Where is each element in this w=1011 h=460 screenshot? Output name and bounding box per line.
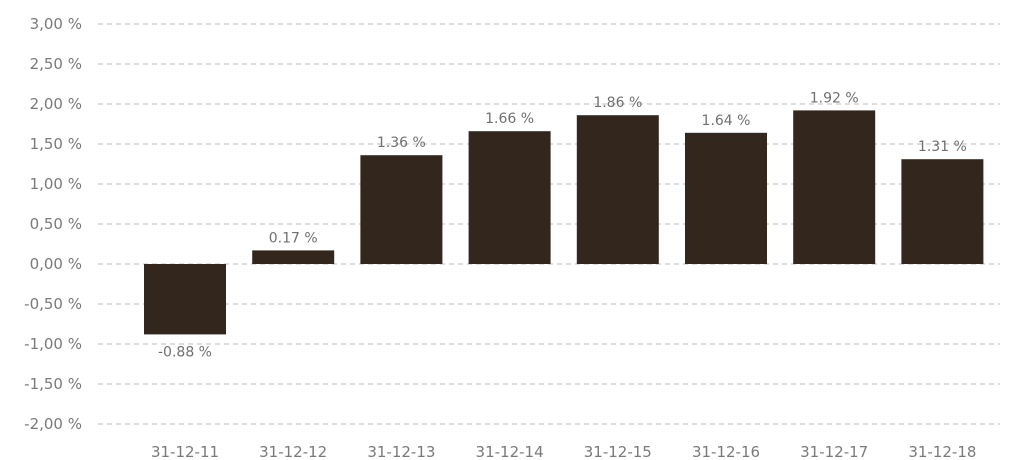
bars (144, 110, 984, 335)
data-label: 1.66 % (485, 111, 534, 127)
x-tick-label: 31-12-12 (259, 443, 327, 460)
x-tick-label: 31-12-16 (692, 443, 760, 460)
y-axis-ticks: 3,00 % 2,50 % 2,00 % 1,50 % 1,00 % 0,50 % 0,00… (24, 15, 82, 433)
y-tick-label: 2,00 % (30, 95, 82, 113)
bar (468, 131, 551, 264)
x-tick-label: 31-12-18 (908, 443, 976, 460)
x-axis-ticks: 31-12-11 31-12-12 31-12-13 31-12-14 31-12-15… (151, 443, 976, 460)
bar (685, 132, 767, 264)
x-tick-label: 31-12-11 (151, 443, 219, 460)
bar (901, 159, 984, 264)
bar (576, 115, 659, 264)
bar (793, 110, 876, 265)
bar (144, 264, 226, 335)
x-tick-label: 31-12-15 (584, 443, 652, 460)
data-label: 1.86 % (593, 95, 642, 111)
y-tick-label: 0,00 % (30, 255, 82, 273)
data-label: -0.88 % (158, 344, 212, 360)
y-tick-label: 1,50 % (30, 135, 82, 153)
y-tick-label: 3,00 % (30, 15, 82, 33)
data-label: 1.31 % (918, 139, 967, 155)
y-tick-label: -1,00 % (24, 335, 82, 353)
y-tick-label: 1,00 % (30, 175, 82, 193)
data-labels: -0.88 % 0.17 % 1.36 % 1.66 % 1.86 % 1.64 % 1.9… (158, 90, 967, 360)
data-label: 0.17 % (269, 230, 318, 246)
data-label: 1.36 % (377, 135, 426, 151)
y-tick-label: 0,50 % (30, 215, 82, 233)
y-tick-label: 2,50 % (30, 55, 82, 73)
data-label: 1.64 % (702, 113, 751, 129)
bar (252, 250, 335, 264)
bar (360, 155, 443, 264)
y-tick-label: -1,50 % (24, 375, 82, 393)
x-tick-label: 31-12-17 (800, 443, 868, 460)
y-tick-label: -2,00 % (24, 415, 82, 433)
y-tick-label: -0,50 % (24, 295, 82, 313)
x-tick-label: 31-12-13 (367, 443, 435, 460)
x-tick-label: 31-12-14 (476, 443, 544, 460)
data-label: 1.92 % (810, 90, 859, 106)
